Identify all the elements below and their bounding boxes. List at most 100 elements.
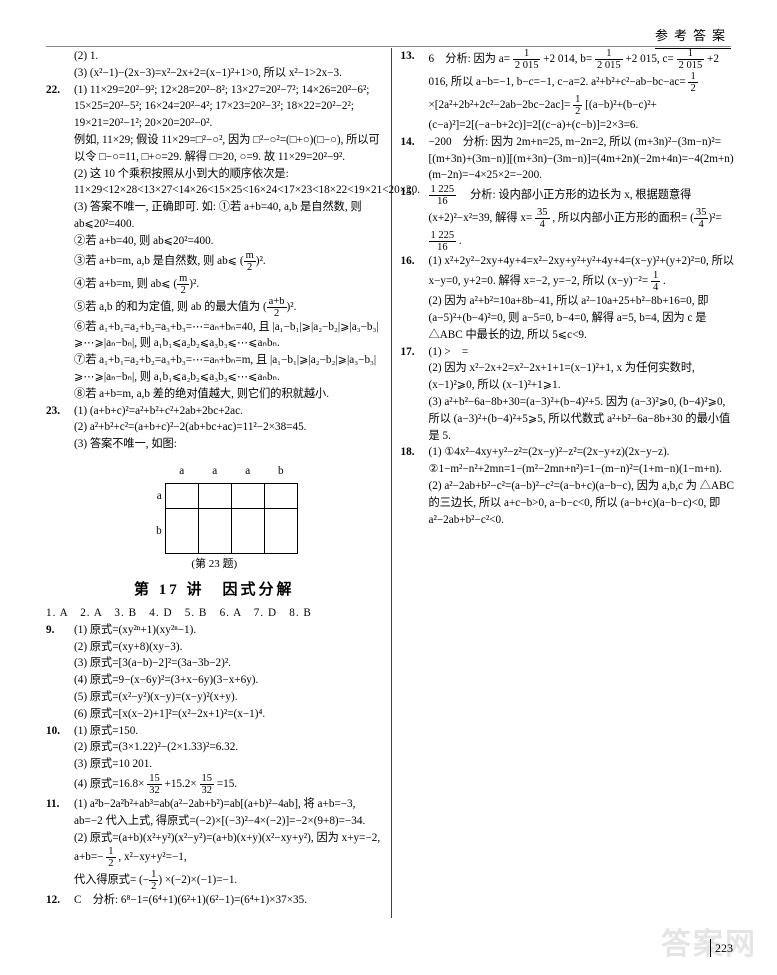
page: 参考答案 (2) 1. (3) (x²−1)−(2x−3)=x²−2x+2=(x… [0, 0, 777, 975]
frac-half-d: 12 [573, 94, 582, 117]
q9-part3: (3) 原式=[3(a−b)−2]²=(3a−3b−2)². [46, 655, 383, 672]
q23-figure: a a a b a b (第 23 题) [46, 459, 383, 573]
q13e: ×[2a²+2b²+2c²−2ab−2bc−2ac]= [429, 99, 571, 111]
q11-2b: , x²−xy+y²=−1, [118, 852, 186, 864]
q9-part6: (6) 原式=[x(x−2)+1]²=(x²−2x+1)²=(x−1)⁴. [46, 706, 383, 723]
q23-part2: (2) a²+b²+c²=(a+b+c)²−2(ab+bc+ac)=11²−2×… [46, 419, 383, 436]
frac-2015b: 12 015 [595, 48, 623, 71]
q22-3c-text: ③若 a+b=m, a,b 是自然数, 则 ab⩽ [74, 255, 237, 267]
q23-part3: (3) 答案不唯一, 如图: [46, 436, 383, 453]
page-number: 223 [710, 939, 733, 957]
frac-15-32a: 1532 [147, 773, 162, 796]
q22-3d-text: ④若 a+b=m, 则 ab⩽ [74, 278, 171, 290]
q9-part2: (2) 原式=(xy+8)(xy−3). [46, 639, 383, 656]
q22-part2: (2) 这 10 个乘积按照从小到大的顺序依次是: 11×29<12×28<13… [46, 166, 383, 200]
q15b: , 所以内部小正方形的面积= [552, 212, 687, 224]
frac-ab-2: a+b2 [267, 296, 287, 319]
q10-4b: +15.2× [165, 778, 197, 790]
q13b: +2 014, b= [543, 53, 592, 65]
fig-col-b: b [264, 459, 297, 484]
q23-part1: (1) (a+b+c)²=a²+b²+c²+2ab+2bc+2ac. [74, 403, 383, 420]
q18-number: 18. [401, 444, 429, 461]
q15-body: 1 22516 分析: 设内部小正方形的边长为 x, 根据题意得 (x+2)²−… [429, 184, 738, 253]
q22-3e-text: ⑤若 a,b 的和为定值, 则 ab 的最大值为 [74, 301, 260, 313]
content-columns: (2) 1. (3) (x²−1)−(2x−3)=x²−2x+2=(x−1)²+… [46, 48, 737, 918]
frac-2015c: 12 015 [677, 48, 705, 71]
frac-m-2: m2 [244, 250, 256, 273]
q23-number: 23. [46, 403, 74, 420]
q16-part2: (2) 因为 a²+b²=10a+8b−41, 所以 a²−10a+25+b²−… [401, 293, 738, 343]
q10-part1: (1) 原式=150. [74, 723, 383, 740]
frac-35-4: 354 [535, 207, 550, 230]
q22-part3h: ⑧若 a+b=m, a,b 差的绝对值越大, 则它们的积就越小. [46, 386, 383, 403]
header-separator [46, 46, 731, 47]
q17-part1: (1) > = [429, 344, 738, 361]
q10-4a: (4) 原式=16.8× [74, 778, 144, 790]
q16-1a: (1) x²+2y²−2xy+4y+4=x²−2xy+y²+y²+4y+4=(x… [429, 255, 735, 287]
fig-caption: (第 23 题) [46, 556, 383, 573]
q14-number: 14. [401, 134, 429, 184]
q22-part3c: ③若 a+b=m, a,b 是自然数, 则 ab⩽ (m2)². [46, 250, 383, 273]
q16-number: 16. [401, 253, 429, 293]
q10-4c: =15. [217, 778, 237, 790]
q11-number: 11. [46, 796, 74, 830]
answers-1-8: 1. A 2. A 3. B 4. D 5. B 6. A 7. D 8. B [46, 605, 383, 622]
q17-number: 17. [401, 344, 429, 361]
fig-col-a2: a [198, 459, 231, 484]
q11-2c: 代入得原式= [74, 875, 136, 887]
q11-2d: ×(−2)×(−1)=−1. [165, 875, 237, 887]
frac-half-b: 12 [149, 869, 158, 892]
q12-body: C 分析: 6⁸−1=(6⁴+1)(6²+1)(6²−1)=(6⁴+1)×37×… [74, 892, 383, 909]
frac-half-c: 12 [688, 71, 697, 94]
q23-table: a a a b a b [131, 459, 298, 554]
q22-part3d: ④若 a+b=m, 则 ab⩽ (m2)². [46, 273, 383, 296]
q10-number: 10. [46, 723, 74, 740]
q22-part3b: ②若 a+b=40, 则 ab⩽20²=400. [46, 233, 383, 250]
fig-row-a: a [131, 484, 166, 509]
q10-part2: (2) 原式=(3×1.22)²−(2×1.33)²=6.32. [46, 739, 383, 756]
q22-part3a: (3) 答案不唯一, 正确即可. 如: ①若 a+b=40, a,b 是自然数,… [46, 199, 383, 233]
q12-number: 12. [46, 892, 74, 909]
frac-2015a: 12 015 [513, 48, 541, 71]
q17-part3: (3) a²+b²−6a−8b+30=(a−3)²+(b−4)²+5. 因为 (… [401, 394, 738, 444]
q9-part1: (1) 原式=(xy²ⁿ+1)(xy²ⁿ−1). [74, 622, 383, 639]
q16-part1: (1) x²+2y²−2xy+4y+4=x²−2xy+y²+y²+4y+4=(x… [429, 253, 738, 293]
q10-part3: (3) 原式=10 201. [46, 756, 383, 773]
q16-1b: . [663, 275, 666, 287]
q15c: . [459, 235, 462, 247]
frac-1225-16a: 1 22516 [429, 184, 457, 207]
q13c: +2 015, c= [625, 53, 673, 65]
q21-part3: (3) (x²−1)−(2x−3)=x²−2x+2=(x−1)²+1>0, 所以… [46, 65, 383, 82]
watermark: 答案网 [661, 922, 757, 967]
fig-col-a1: a [165, 459, 198, 484]
q17-part2: (2) 因为 x²−2x+2=x²−2x+1+1=(x−1)²+1, x 为任何… [401, 360, 738, 394]
q13a: 6 分析: 因为 a= [429, 53, 511, 65]
frac-m-2b: m2 [177, 273, 189, 296]
frac-1225-16b: 1 22516 [429, 230, 457, 253]
q15-number: 15. [401, 184, 429, 253]
q10-part4: (4) 原式=16.8× 1532 +15.2× 1532 =15. [46, 773, 383, 796]
q22-number: 22. [46, 82, 74, 132]
fig-col-a3: a [231, 459, 264, 484]
q11-part2: (2) 原式=(a+b)(x²+y²)(x²−y²)=(a+b)(x+y)(x²… [46, 830, 383, 870]
section-title: 第 17 讲 因式分解 [46, 579, 383, 602]
q22-part3e: ⑤若 a,b 的和为定值, 则 ab 的最大值为 (a+b2)². [46, 296, 383, 319]
q9-part5: (5) 原式=(x²−y²)(x−y)=(x−y)²(x+y). [46, 689, 383, 706]
q18-part1a: (1) ①4x²−4xy+y²−z²=(2x−y)²−z²=(2x−y+z)(2… [429, 444, 738, 461]
q9-number: 9. [46, 622, 74, 639]
fig-row-b: b [131, 509, 166, 554]
q22-part1b: 例如, 11×29; 假设 11×29=□²−○², 因为 □²−○²=(□+○… [46, 132, 383, 166]
q13-body: 6 分析: 因为 a= 12 015 +2 014, b= 12 015 +2 … [429, 48, 738, 134]
frac-15-32b: 1532 [200, 773, 215, 796]
q18-part1b: ②1−m²−n²+2mn=1−(m²−2mn+n²)=1−(m−n)²=(1+m… [401, 461, 738, 478]
q9-part4: (4) 原式=9−(x−6y)²=(3+x−6y)(3−x+6y). [46, 672, 383, 689]
frac-1-4: 14 [651, 270, 660, 293]
frac-half-a: 12 [106, 846, 115, 869]
q13-number: 13. [401, 48, 429, 134]
q22-part3f: ⑥若 a₁+b₁=a₂+b₂=a₃+b₃=⋯=aₙ+bₙ=40, 且 |a₁−b… [46, 319, 383, 353]
q11-part2c: 代入得原式= (−12) ×(−2)×(−1)=−1. [46, 869, 383, 892]
frac-35-4b: 354 [694, 207, 709, 230]
q22-part3g: ⑦若 a₁+b₁=a₂+b₂=a₃+b₃=⋯=aₙ+bₙ=m, 且 |a₁−b₁… [46, 352, 383, 386]
q21-part2: (2) 1. [46, 48, 383, 65]
q14-body: −200 分析: 因为 2m+n=25, m−2n=2, 所以 (m+3n)²−… [429, 134, 738, 184]
